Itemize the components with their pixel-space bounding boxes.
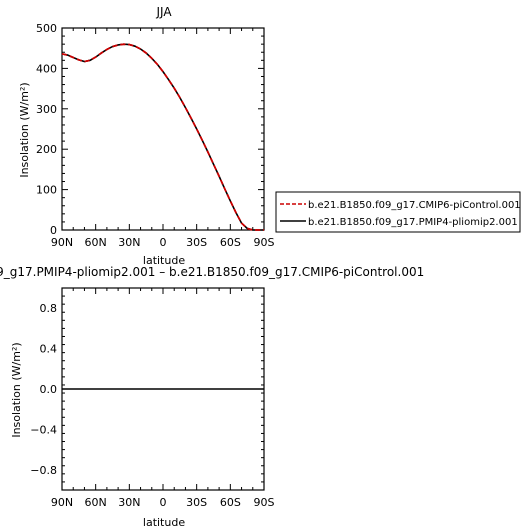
bottom-x-tick-label: 60N	[85, 496, 107, 509]
bottom-chart-title: b.e21.B1850.f09_g17.PMIP4-pliomip2.001 –…	[0, 265, 424, 279]
bottom-y-tick-label: 0.8	[40, 302, 58, 315]
top-series-line-overlay	[61, 43, 264, 231]
bottom-x-tick-label: 90S	[254, 496, 275, 509]
bottom-y-tick-label: 0.0	[40, 383, 58, 396]
bottom-chart-ylabel: Insolation (W/m²)	[10, 342, 23, 437]
top-y-tick-label: 400	[36, 62, 57, 75]
top-x-tick-label: 60S	[220, 236, 241, 249]
top-y-tick-label: 200	[36, 143, 57, 156]
bottom-y-tick-label: −0.8	[30, 464, 57, 477]
top-series-line-1	[61, 43, 264, 231]
top-chart-xlabel: latitude	[143, 254, 185, 267]
bottom-x-tick-label: 90N	[51, 496, 73, 509]
legend-box	[275, 191, 521, 233]
top-x-tick-label: 90N	[51, 236, 73, 249]
top-x-tick-label: 60N	[85, 236, 107, 249]
top-x-tick-label: 30S	[186, 236, 207, 249]
bottom-x-tick-label: 0	[160, 496, 167, 509]
top-y-tick-label: 300	[36, 103, 57, 116]
legend-label-1: b.e21.B1850.f09_g17.PMIP4-pliomip2.001	[308, 217, 518, 228]
top-y-tick-label: 500	[36, 22, 57, 35]
bottom-x-tick-label: 30S	[186, 496, 207, 509]
bottom-y-tick-label: 0.4	[40, 343, 58, 356]
bottom-x-tick-label: 60S	[220, 496, 241, 509]
top-x-tick-label: 0	[160, 236, 167, 249]
top-chart-ylabel: Insolation (W/m²)	[18, 82, 31, 177]
top-y-tick-label: 100	[36, 184, 57, 197]
bottom-x-tick-label: 30N	[118, 496, 140, 509]
top-x-tick-label: 90S	[254, 236, 275, 249]
top-x-tick-label: 30N	[118, 236, 140, 249]
legend-label-0: b.e21.B1850.f09_g17.CMIP6-piControl.001	[308, 200, 521, 211]
bottom-chart-xlabel: latitude	[143, 516, 185, 529]
top-y-tick-label: 0	[50, 224, 57, 237]
bottom-y-tick-label: −0.4	[30, 423, 57, 436]
top-chart-title: JJA	[155, 5, 172, 19]
